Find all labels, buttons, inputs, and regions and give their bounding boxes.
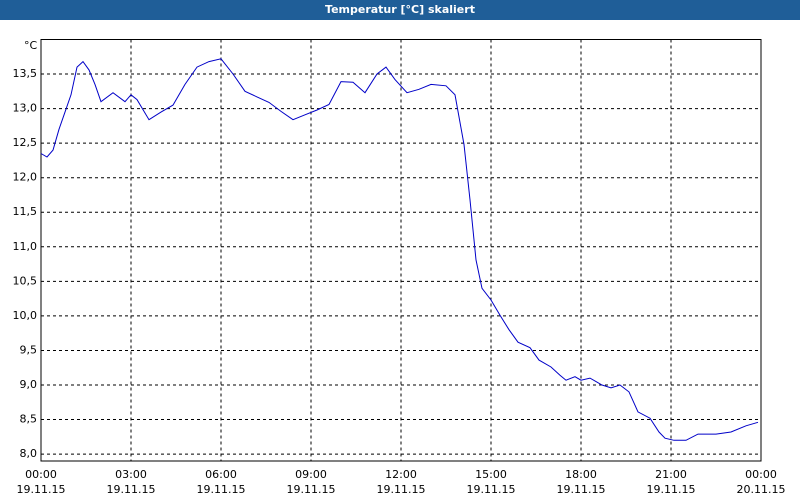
x-tick-date: 19.11.15 [17, 483, 66, 496]
chart-title: Temperatur [°C] skaliert [325, 3, 475, 16]
x-tick-date: 19.11.15 [377, 483, 426, 496]
x-tick-label: 09:00 [295, 468, 327, 481]
x-tick-date: 19.11.15 [287, 483, 336, 496]
title-bar [0, 0, 800, 20]
x-tick-label: 15:00 [475, 468, 507, 481]
x-tick-date: 20.11.15 [737, 483, 786, 496]
y-tick-label: 12,0 [13, 171, 38, 184]
y-tick-label: 10,0 [13, 309, 38, 322]
y-tick-label: 8,0 [20, 447, 38, 460]
x-tick-date: 19.11.15 [197, 483, 246, 496]
y-unit: °C [24, 39, 38, 52]
x-tick-date: 19.11.15 [647, 483, 696, 496]
x-tick-date: 19.11.15 [107, 483, 156, 496]
x-tick-label: 21:00 [655, 468, 687, 481]
x-tick-label: 03:00 [115, 468, 147, 481]
y-tick-label: 13,0 [13, 102, 38, 115]
x-tick-label: 18:00 [565, 468, 597, 481]
x-tick-label: 00:00 [745, 468, 777, 481]
y-tick-label: 11,0 [13, 240, 38, 253]
y-tick-label: 10,5 [13, 274, 38, 287]
x-tick-date: 19.11.15 [557, 483, 606, 496]
x-tick-date: 19.11.15 [467, 483, 516, 496]
data-line [40, 58, 759, 441]
x-tick-label: 00:00 [25, 468, 57, 481]
x-tick-label: 06:00 [205, 468, 237, 481]
x-tick-label: 12:00 [385, 468, 417, 481]
y-tick-label: 9,0 [20, 378, 38, 391]
y-tick-label: 11,5 [13, 205, 38, 218]
y-tick-label: 8,5 [20, 413, 38, 426]
y-tick-label: 9,5 [20, 343, 38, 356]
y-tick-label: 12,5 [13, 136, 38, 149]
y-tick-label: 13,5 [13, 67, 38, 80]
